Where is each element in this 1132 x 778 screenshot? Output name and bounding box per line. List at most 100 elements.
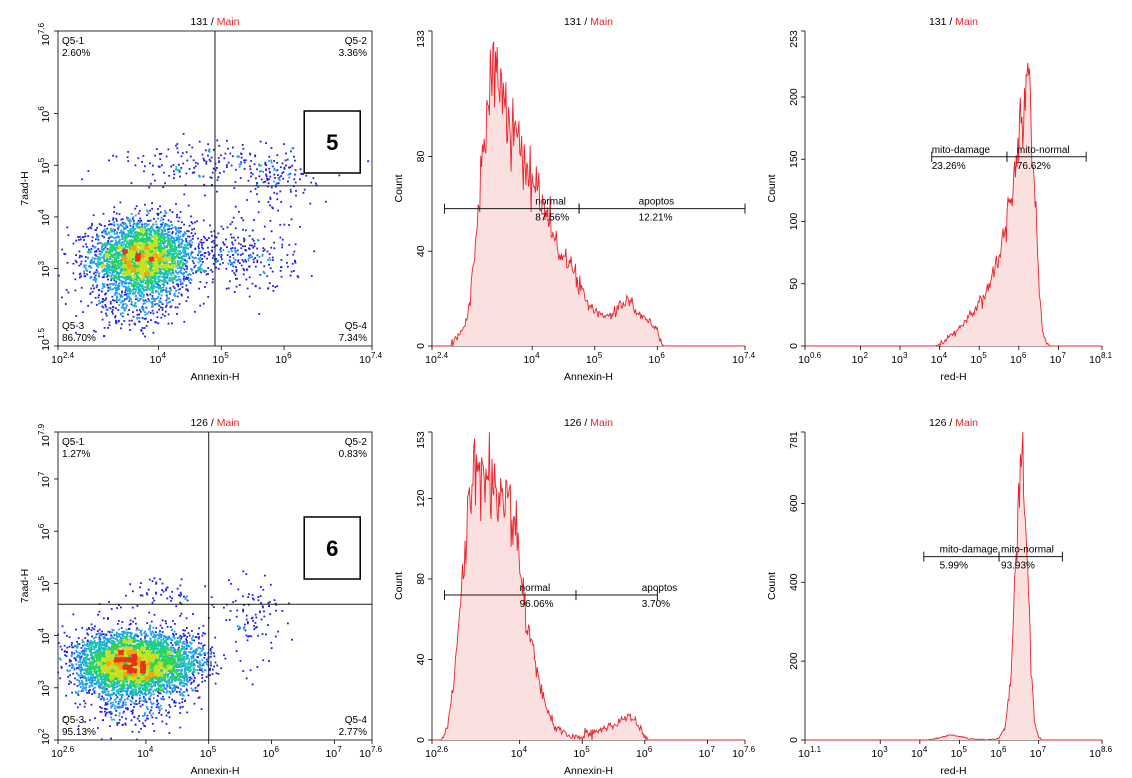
event-dot [153,261,156,264]
event-dot [158,280,161,283]
event-dot [126,218,129,221]
event-dot [117,226,120,228]
event-dot [193,167,196,169]
event-dot [96,226,98,229]
event-dot [117,283,120,286]
event-dot [173,274,176,277]
event-dot [163,255,165,258]
tick-label: 10 2.4 [51,351,75,366]
event-dot [272,259,274,261]
event-dot [75,261,78,264]
event-dot [110,227,112,230]
event-dot [131,712,134,715]
event-dot [94,330,97,333]
event-dot [122,285,125,288]
event-dot [81,255,83,258]
event-dot [114,276,117,278]
event-dot [102,244,105,247]
event-dot [136,738,138,741]
event-dot [106,269,108,271]
event-dot [147,249,150,252]
event-dot [122,256,125,259]
event-dot [162,268,165,270]
event-dot [199,256,202,259]
event-dot [202,632,205,634]
event-dot [213,665,215,668]
event-dot [130,266,132,269]
event-dot [180,227,182,229]
event-dot [124,303,127,305]
event-dot [124,723,127,726]
event-dot [286,158,289,161]
event-dot [167,244,170,246]
panel-r1c1: 131 / MainQ5-12.60%Q5-23.36%Q5-386.70%Q5… [19,16,383,383]
event-dot [150,632,153,635]
event-dot [196,220,198,223]
tick-base: 10 [970,354,982,366]
event-dot [235,615,238,618]
event-dot [165,714,168,717]
event-dot [152,289,154,292]
event-dot [134,252,137,255]
event-dot [132,261,134,264]
event-dot [134,164,137,167]
event-dot [140,297,143,300]
event-dot [93,257,96,260]
event-dot [60,667,63,669]
event-dot [225,619,228,621]
event-dot [116,246,119,249]
event-dot [177,264,180,266]
event-dot [156,244,158,247]
event-dot [115,155,118,158]
event-dot [235,266,237,268]
event-dot [90,227,93,230]
event-dot [269,198,272,200]
event-dot [167,257,169,260]
event-dot [258,175,261,178]
event-dot [143,233,146,235]
event-dot [128,251,131,253]
event-dot [86,270,89,272]
event-dot [126,290,129,293]
event-dot [147,257,150,260]
event-dot [269,613,272,615]
event-dot [120,264,123,267]
event-dot [181,241,183,244]
event-dot [145,306,148,309]
event-dot [164,223,166,226]
event-dot [150,297,153,300]
event-dot [205,281,208,284]
event-dot [149,238,151,241]
event-dot [155,262,157,265]
event-dot [152,273,155,275]
event-dot [133,305,135,308]
event-dot [196,661,198,664]
event-dot [138,256,141,259]
event-dot [199,259,201,262]
event-dot [208,253,210,256]
event-dot [133,265,136,268]
event-dot [169,259,172,262]
event-dot [160,272,163,275]
event-dot [186,267,188,270]
event-dot [140,295,143,297]
event-dot [208,252,211,255]
event-dot [180,612,183,615]
event-dot [129,272,132,275]
event-dot [213,655,216,658]
event-dot [179,278,182,281]
event-dot [113,211,115,213]
event-dot [253,261,255,264]
event-dot [248,635,251,637]
event-dot [173,245,176,247]
event-dot [251,594,254,596]
event-dot [156,286,159,289]
event-dot [246,621,249,623]
event-dot [117,309,120,311]
event-dot [233,261,236,264]
event-dot [146,239,148,242]
event-dot [137,226,139,228]
event-dot [79,656,82,659]
event-dot [175,239,177,242]
event-dot [106,271,109,274]
